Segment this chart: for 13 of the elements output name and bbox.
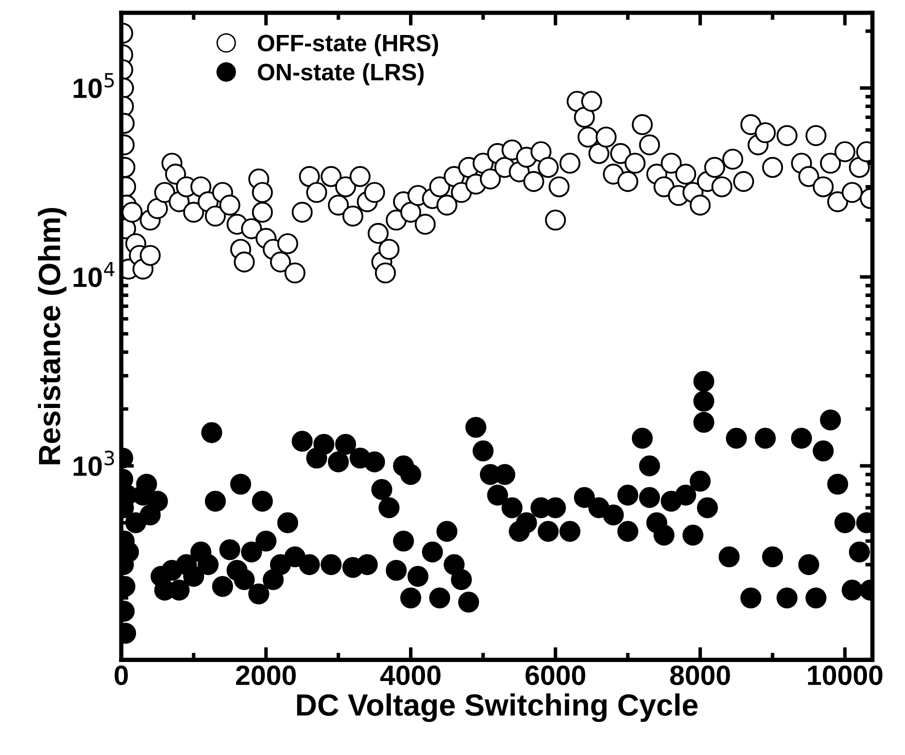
x-tick-label: 2000 [236,665,296,686]
x-tick-label: 0 [114,665,128,686]
x-tick-label: 6000 [526,665,586,686]
x-tick-label: 8000 [670,665,730,686]
x-axis-title: DC Voltage Switching Cycle [297,693,698,722]
y-tick-label: 10$^{5}$ [74,73,114,98]
y-tick-label: 10$^{3}$ [74,450,114,476]
x-tick-label: 4000 [380,665,440,686]
y-tick-label: 10$^{4}$ [74,262,114,288]
x-tick-label: 10000 [808,665,882,686]
y-axis-title: Resistance (Ohm) [38,208,66,464]
legend-label: ON-state (LRS) [258,63,424,86]
legend-label: OFF-state (HRS) [258,34,438,56]
